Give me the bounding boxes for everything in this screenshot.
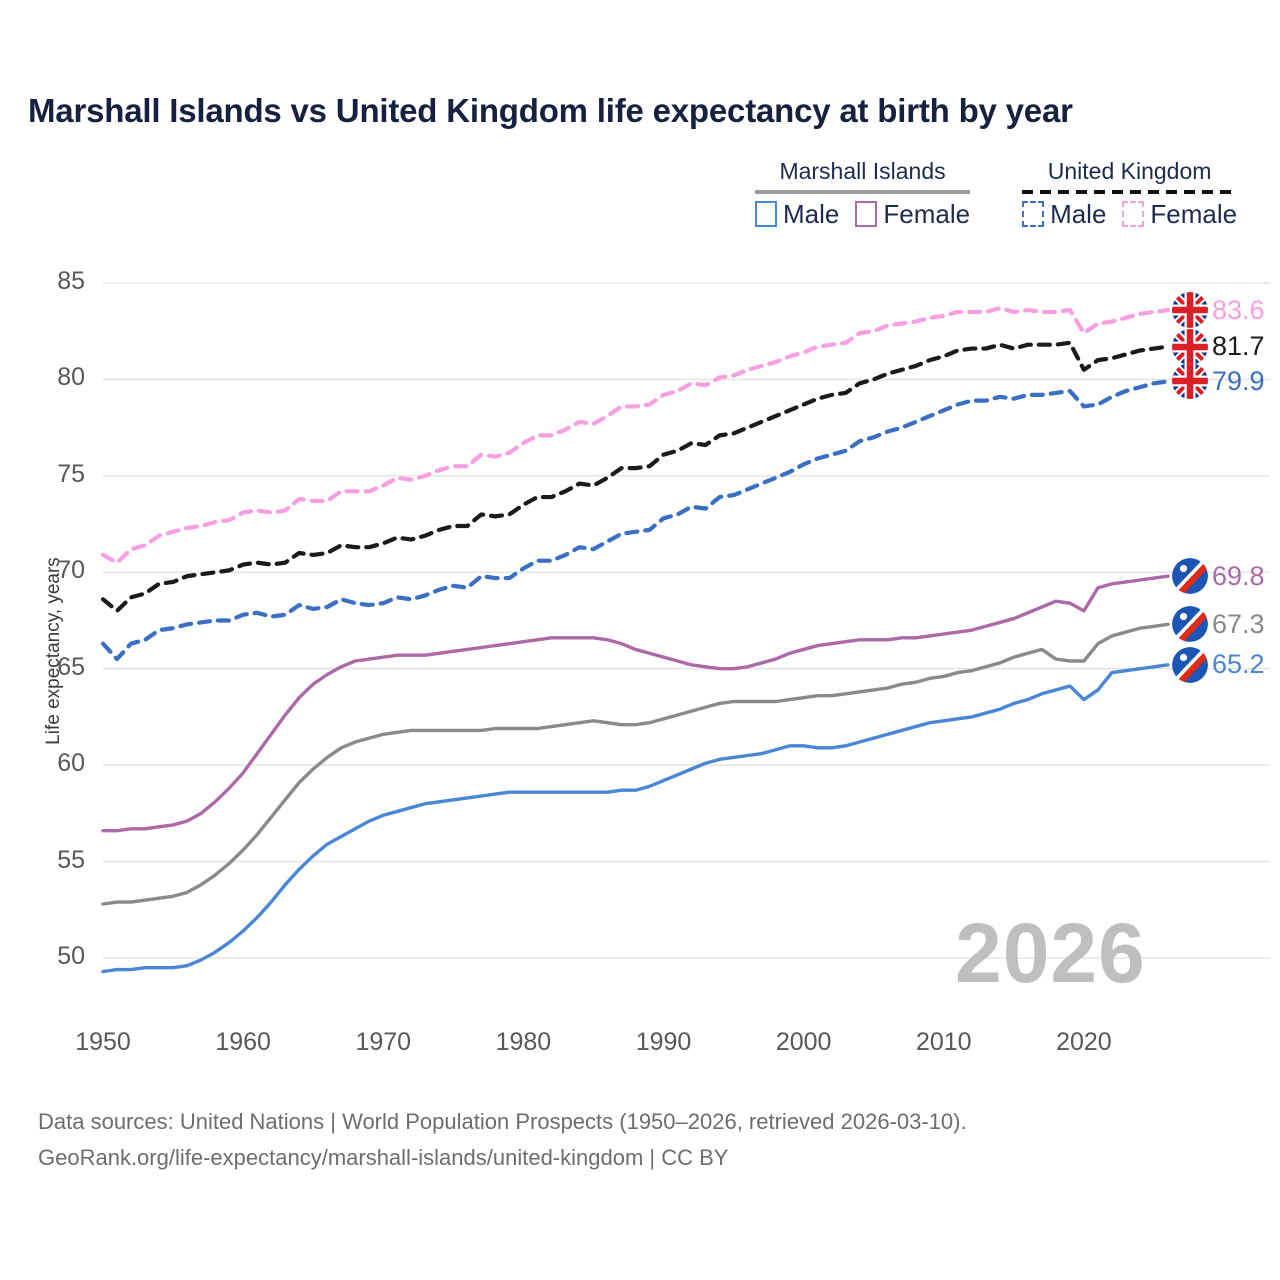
x-tick-label: 2020 [1056, 1028, 1112, 1056]
marshall-islands-flag-icon [1172, 558, 1208, 594]
year-watermark: 2026 [955, 906, 1146, 1000]
legend-item-label: Male [1050, 199, 1107, 229]
end-label-uk-female: 83.6 [1172, 292, 1265, 328]
footer-line-1: Data sources: United Nations | World Pop… [38, 1109, 967, 1134]
end-label-mh-total: 67.3 [1172, 606, 1265, 642]
y-tick-label: 70 [57, 556, 85, 585]
y-tick-label: 85 [57, 267, 85, 295]
chart-legend: Marshall Islands Male Female United King… [755, 158, 1255, 227]
x-tick-label: 2010 [915, 1028, 972, 1056]
x-tick-label: 1950 [75, 1028, 131, 1056]
x-tick-label: 2000 [775, 1028, 832, 1056]
series-line-marshall-islands-total [101, 622, 1170, 906]
legend-swatch-icon [855, 201, 878, 227]
legend-item-mh-male[interactable]: Male [755, 201, 839, 227]
legend-swatch-icon [1022, 201, 1045, 227]
united-kingdom-flag-icon [1172, 292, 1208, 328]
end-label-value: 79.9 [1212, 365, 1265, 396]
legend-item-label: Female [883, 199, 971, 229]
y-tick-label: 55 [57, 845, 85, 874]
y-tick-label: 65 [57, 652, 85, 681]
united-kingdom-flag-icon [1172, 329, 1208, 365]
legend-item-uk-male[interactable]: Male [1022, 201, 1106, 227]
x-tick-label: 1980 [495, 1028, 552, 1056]
legend-swatch-icon [1122, 201, 1145, 227]
series-line-marshall-islands-male [101, 663, 1170, 974]
footer-credits: Data sources: United Nations | World Pop… [38, 1104, 1238, 1177]
legend-item-uk-female[interactable]: Female [1122, 201, 1237, 227]
x-tick-label: 1990 [635, 1028, 692, 1056]
series-line-united-kingdom-total [100, 340, 1171, 613]
x-tick-label: 1960 [215, 1028, 271, 1056]
legend-item-mh-female[interactable]: Female [855, 201, 970, 227]
y-tick-label: 60 [57, 749, 85, 778]
marshall-islands-flag-icon [1172, 606, 1208, 642]
gridlines [103, 282, 1270, 959]
x-tick-label: 1970 [355, 1028, 412, 1056]
united-kingdom-flag-icon [1172, 363, 1208, 399]
series-line-marshall-islands-female [101, 574, 1170, 833]
legend-item-label: Male [783, 199, 840, 229]
end-label-value: 65.2 [1212, 649, 1265, 680]
legend-rule-solid [755, 190, 971, 194]
footer-line-2[interactable]: GeoRank.org/life-expectancy/marshall-isl… [38, 1145, 729, 1171]
legend-group-title: United Kingdom [1047, 158, 1212, 184]
legend-item-label: Female [1150, 199, 1238, 229]
end-label-value: 67.3 [1212, 608, 1265, 639]
legend-group-united-kingdom: United Kingdom Male Female [1022, 158, 1238, 227]
end-label-mh-female: 69.8 [1172, 558, 1265, 594]
legend-rule-dashed [1022, 190, 1238, 194]
series-line-united-kingdom-male [100, 379, 1171, 662]
end-label-uk-male: 79.9 [1172, 363, 1265, 399]
y-tick-label: 80 [57, 363, 85, 392]
legend-group-marshall-islands: Marshall Islands Male Female [755, 158, 971, 227]
series-lines [100, 305, 1171, 974]
y-tick-label: 50 [57, 942, 85, 970]
legend-group-title: Marshall Islands [779, 158, 946, 184]
end-label-value: 83.6 [1212, 294, 1265, 325]
end-label-mh-male: 65.2 [1172, 647, 1265, 683]
y-tick-label: 75 [57, 459, 85, 488]
end-label-uk-total: 81.7 [1172, 329, 1265, 365]
marshall-islands-flag-icon [1172, 647, 1208, 683]
end-label-value: 69.8 [1212, 560, 1265, 591]
page-title: Marshall Islands vs United Kingdom life … [28, 92, 1073, 129]
end-label-value: 81.7 [1212, 331, 1265, 362]
legend-swatch-icon [755, 201, 777, 227]
series-line-united-kingdom-female [100, 305, 1171, 565]
